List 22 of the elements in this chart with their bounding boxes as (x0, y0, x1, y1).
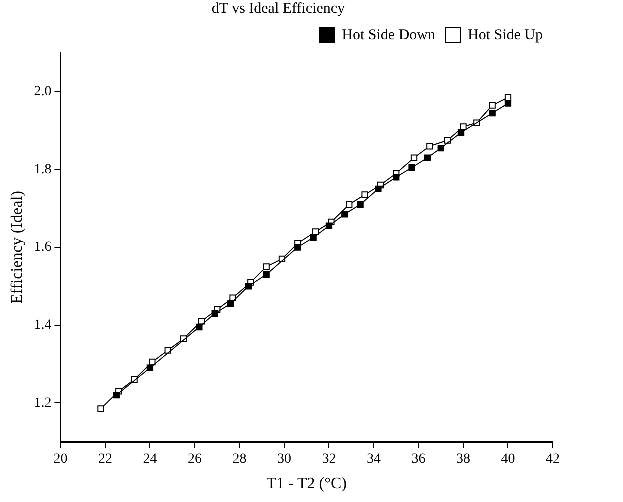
legend-label: Hot Side Down (342, 27, 436, 44)
x-tick-label: 24 (143, 452, 158, 468)
y-tick-label: 1.2 (34, 396, 52, 411)
x-tick-label: 26 (188, 452, 202, 468)
chart-title: dT vs Ideal Efficiency (212, 0, 346, 17)
x-tick-label: 36 (412, 452, 426, 468)
x-tick-label: 28 (232, 452, 247, 468)
x-tick-label: 34 (366, 452, 381, 468)
x-tick-label: 22 (98, 452, 112, 468)
y-tick-label: 1.8 (34, 162, 52, 178)
x-tick-label: 20 (54, 452, 68, 468)
x-tick-label: 30 (277, 452, 292, 468)
y-axis-title: Efficiency (Ideal) (8, 191, 26, 304)
x-tick-label: 32 (322, 452, 336, 468)
x-tick-label: 40 (501, 452, 516, 468)
x-axis-title: T1 - T2 (°C) (266, 476, 348, 493)
y-tick-label: 1.4 (34, 318, 52, 333)
x-tick-label: 38 (456, 452, 470, 468)
x-tick-label: 42 (546, 452, 560, 468)
legend-label: Hot Side Up (468, 27, 543, 44)
y-tick-label: 2.0 (34, 84, 52, 100)
y-tick-label: 1.6 (34, 240, 52, 256)
